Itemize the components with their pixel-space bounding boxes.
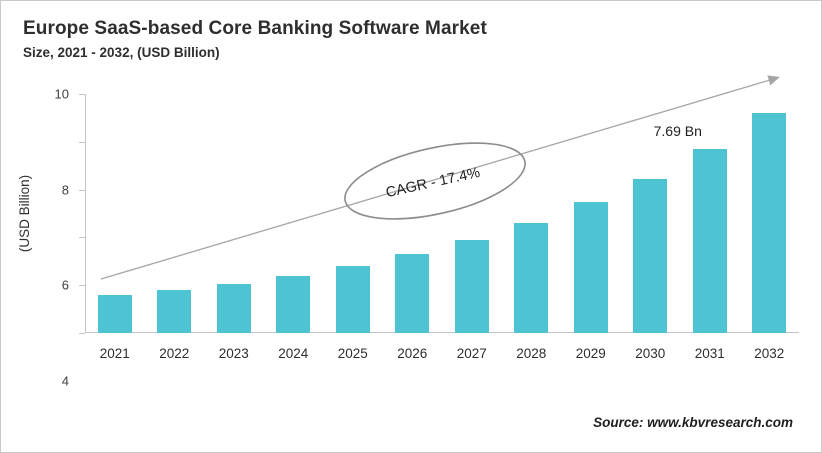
y-axis-line <box>85 94 86 333</box>
bar-group: 2024 <box>264 275 324 361</box>
bar-group: 2027 <box>442 239 502 361</box>
bar <box>97 294 132 333</box>
bar-group: 2031 <box>680 149 740 361</box>
y-tick-mark: 2 <box>79 285 85 287</box>
bar <box>752 112 787 333</box>
bar-group: 2028 <box>502 223 562 361</box>
y-axis-title: (USD Billion) <box>15 94 35 333</box>
x-tick-label: 2028 <box>516 346 547 361</box>
bar <box>692 149 727 333</box>
bar-group: 2032 <box>740 112 800 361</box>
x-tick-label: 2027 <box>456 346 487 361</box>
y-tick-mark: 4 <box>62 237 85 388</box>
x-tick-label: 2030 <box>635 346 666 361</box>
x-tick-label: 2031 <box>694 346 725 361</box>
x-tick-label: 2022 <box>159 346 190 361</box>
y-tick-mark: 6 <box>62 189 85 293</box>
y-tick-label: 6 <box>61 277 69 293</box>
bar-value-label: 7.69 Bn <box>653 123 702 140</box>
bar <box>276 275 311 333</box>
x-axis-line <box>85 332 799 333</box>
page-subtitle: Size, 2021 - 2032, (USD Billion) <box>23 45 220 60</box>
y-tick-mark: 10 <box>55 87 85 102</box>
x-tick-label: 2025 <box>337 346 368 361</box>
bar-group: 2021 <box>85 294 145 361</box>
y-tick-label: 8 <box>61 182 69 198</box>
bar <box>216 284 251 333</box>
bar-group: 2025 <box>323 265 383 361</box>
x-tick-label: 2024 <box>278 346 309 361</box>
bar <box>454 239 489 333</box>
bar <box>573 202 608 333</box>
y-tick-label: 4 <box>61 373 69 389</box>
plot-area: 0 2 4 6 8 10 2021 2022 2023 2024 2025 2026 2027 2028… <box>55 87 800 388</box>
y-axis-title-label: (USD Billion) <box>17 174 33 253</box>
x-tick-label: 2026 <box>397 346 428 361</box>
bar <box>157 289 192 333</box>
bar-group: 2026 <box>383 253 443 361</box>
bar-group: 2022 <box>145 289 205 361</box>
bar-group: 2030 <box>621 178 681 361</box>
bar <box>514 223 549 333</box>
y-tick-mark: 8 <box>62 141 85 197</box>
bar-group: 2029 <box>561 202 621 361</box>
bar <box>633 178 668 333</box>
bar-group: 2023 <box>204 284 264 361</box>
x-tick-label: 2029 <box>575 346 606 361</box>
bar <box>395 253 430 333</box>
x-tick-label: 2032 <box>754 346 785 361</box>
source-credit: Source: www.kbvresearch.com <box>593 415 793 430</box>
title-block: Europe SaaS-based Core Banking Software … <box>23 17 783 62</box>
x-tick-label: 2023 <box>218 346 249 361</box>
y-tick-mark: 0 <box>79 333 85 334</box>
x-tick-label: 2021 <box>99 346 130 361</box>
bar <box>335 265 370 333</box>
y-tick-label: 10 <box>54 86 69 102</box>
page-title: Europe SaaS-based Core Banking Software … <box>23 18 487 39</box>
